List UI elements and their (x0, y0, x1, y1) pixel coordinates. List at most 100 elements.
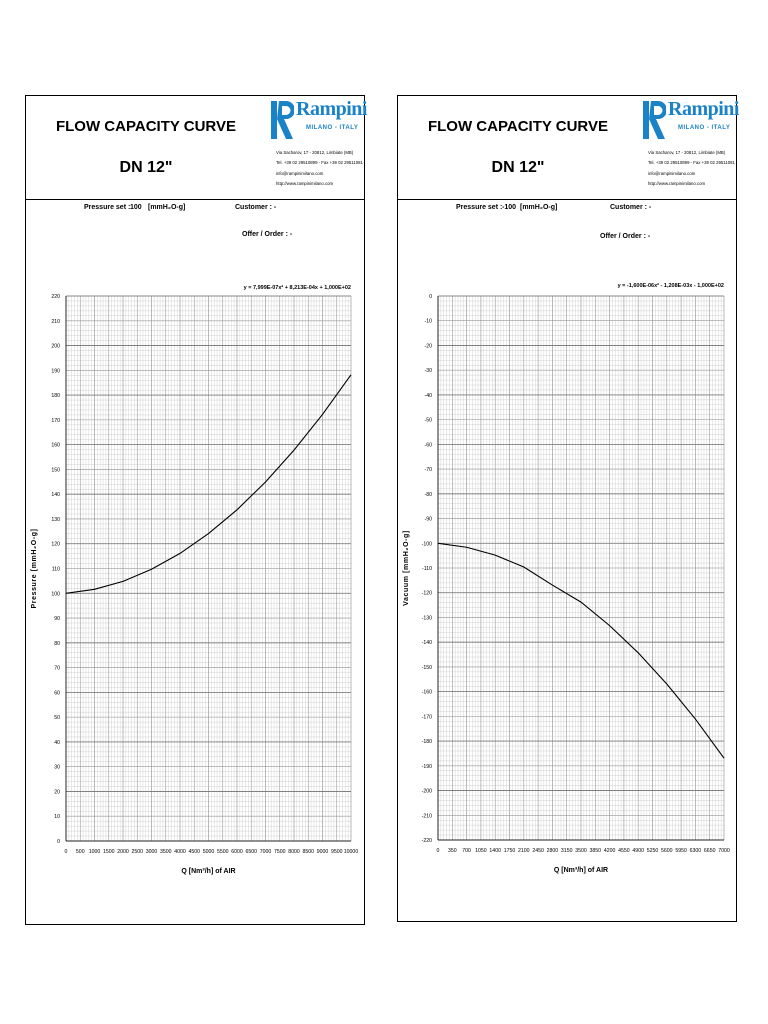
pressure-set-value: 100 (130, 204, 142, 211)
x-tick-label: 3500 (575, 848, 587, 854)
rampini-logo-icon (643, 101, 666, 139)
x-tick-label: 1000 (89, 849, 101, 855)
y-tick-label: 170 (51, 418, 60, 424)
y-tick-label: 120 (51, 542, 60, 548)
x-tick-label: 5600 (661, 848, 673, 854)
y-tick-label: -200 (422, 789, 432, 795)
vacuum-chart: 0 350 700 1050 1400 1750 2100 2450 2800 3150 3500 3… (403, 282, 730, 874)
y-tick-label: 70 (54, 666, 60, 672)
x-tick-label: 3850 (590, 848, 602, 854)
y-tick-label: 160 (51, 443, 60, 449)
y-tick-label: -60 (425, 442, 433, 448)
x-tick-label: 4900 (632, 848, 644, 854)
y-tick-label: -30 (425, 368, 433, 374)
logo-name: Rampini (296, 98, 367, 120)
sheet-subtitle: DN 12" (491, 159, 545, 176)
y-tick-label: -10 (425, 319, 433, 325)
x-tick-label: 8000 (288, 849, 300, 855)
x-tick-label: 1500 (103, 849, 115, 855)
y-tick-label: -140 (422, 640, 432, 646)
x-tick-label: 0 (65, 849, 68, 855)
y-tick-label: 0 (57, 839, 60, 845)
y-tick-label: 180 (51, 393, 60, 399)
x-tick-label: 4550 (618, 848, 630, 854)
x-tick-label: 5950 (675, 848, 687, 854)
y-tick-label: 190 (51, 368, 60, 374)
x-tick-label: 10000 (344, 849, 359, 855)
y-tick-label: 150 (51, 467, 60, 473)
contact-email[interactable]: info@rampinimilano.com (648, 170, 696, 176)
pressure-chart: 0 500 1000 1500 2000 2500 3000 3500 4000 4500 5000… (31, 284, 359, 875)
contact-phone: Tel. +39 02 29510899 - Fax +39 02 295110… (648, 160, 735, 166)
sheet-header: FLOW CAPACITY CURVE DN 12" Rampini MILAN… (26, 96, 367, 200)
x-tick-label: 4500 (188, 849, 200, 855)
y-tick-label: 220 (51, 294, 60, 300)
x-tick-label: 2000 (117, 849, 129, 855)
y-tick-label: -170 (422, 714, 432, 720)
contact-address: Via Sacharov, 17 - 20812, Limbiate (MB) (648, 150, 726, 155)
x-tick-label: 3000 (146, 849, 158, 855)
y-tick-label: -180 (422, 739, 432, 745)
contact-email[interactable]: info@rampinimilano.com (276, 170, 324, 176)
rampini-logo-icon (271, 101, 294, 139)
contact-phone: Tel. +39 02 29510899 - Fax +39 02 295110… (276, 160, 363, 166)
x-tick-label: 8500 (302, 849, 314, 855)
x-tick-label: 1400 (489, 848, 501, 854)
y-tick-label: 60 (54, 690, 60, 696)
x-tick-label: 6000 (231, 849, 243, 855)
x-tick-label: 5500 (217, 849, 229, 855)
flow-curve-line (65, 374, 352, 594)
y-tick-label: 20 (54, 789, 60, 795)
pressure-set-unit: [mmH₂O-g] (520, 204, 558, 211)
trendline-equation: y = 7,999E-07x² + 8,213E-04x + 1,000E+02 (244, 284, 351, 291)
contact-website[interactable]: http://www.rampinimilano.com (276, 180, 334, 186)
flow-curve-line (437, 542, 725, 759)
y-tick-label: 0 (429, 294, 432, 300)
x-tick-label: 500 (76, 849, 85, 855)
x-tick-label: 1050 (475, 848, 487, 854)
y-tick-label: -110 (422, 566, 432, 572)
contact-address: Via Sacharov, 17 - 20812, Limbiate (MB) (276, 150, 354, 155)
y-tick-label: -70 (425, 467, 433, 473)
y-tick-label: 40 (54, 740, 60, 746)
contact-website[interactable]: http://www.rampinimilano.com (648, 180, 706, 186)
x-tick-label: 7500 (274, 849, 286, 855)
x-tick-label: 2800 (547, 848, 559, 854)
x-tick-label: 9500 (331, 849, 343, 855)
x-tick-label: 6650 (704, 848, 716, 854)
y-tick-label: -80 (425, 492, 433, 498)
x-tick-label: 350 (448, 848, 457, 854)
x-axis-label: Q [Nm³/h] of AIR (181, 868, 235, 875)
datasheet-pressure: FLOW CAPACITY CURVE DN 12" Rampini MILAN… (25, 95, 367, 925)
y-tick-label: 80 (54, 641, 60, 647)
pressure-set-unit: [mmH₂O-g] (148, 204, 186, 211)
x-tick-label: 6300 (690, 848, 702, 854)
y-tick-label: 110 (52, 567, 60, 573)
offer-order-label: Offer / Order : - (242, 231, 293, 238)
y-axis-label: Vacuum [mmH₂O-g] (403, 530, 410, 606)
company-logo: Rampini MILANO - ITALY (642, 98, 739, 140)
y-tick-label: 10 (54, 814, 60, 820)
x-tick-label: 3150 (561, 848, 573, 854)
x-tick-label: 1750 (504, 848, 516, 854)
y-tick-label: -190 (422, 764, 432, 770)
x-tick-label: 2100 (518, 848, 530, 854)
x-tick-label: 4000 (174, 849, 186, 855)
x-tick-label: 2500 (131, 849, 143, 855)
pressure-set-label: Pressure set : (456, 204, 503, 211)
y-tick-label: -220 (422, 838, 432, 844)
y-tick-label: -100 (422, 541, 432, 547)
offer-order-label: Offer / Order : - (600, 233, 651, 240)
y-tick-label: -150 (422, 665, 432, 671)
y-tick-label: -210 (422, 813, 432, 819)
y-tick-label: -50 (425, 418, 433, 424)
y-tick-label: -40 (425, 393, 433, 399)
customer-label: Customer : - (610, 204, 652, 211)
x-tick-label: 6500 (245, 849, 257, 855)
y-tick-label: 130 (51, 517, 60, 523)
y-tick-label: 50 (54, 715, 60, 721)
contact-block: Via Sacharov, 17 - 20812, Limbiate (MB) … (276, 148, 363, 189)
customer-label: Customer : - (235, 204, 277, 211)
sheet-title: FLOW CAPACITY CURVE (427, 118, 608, 135)
x-tick-label: 700 (462, 848, 471, 854)
